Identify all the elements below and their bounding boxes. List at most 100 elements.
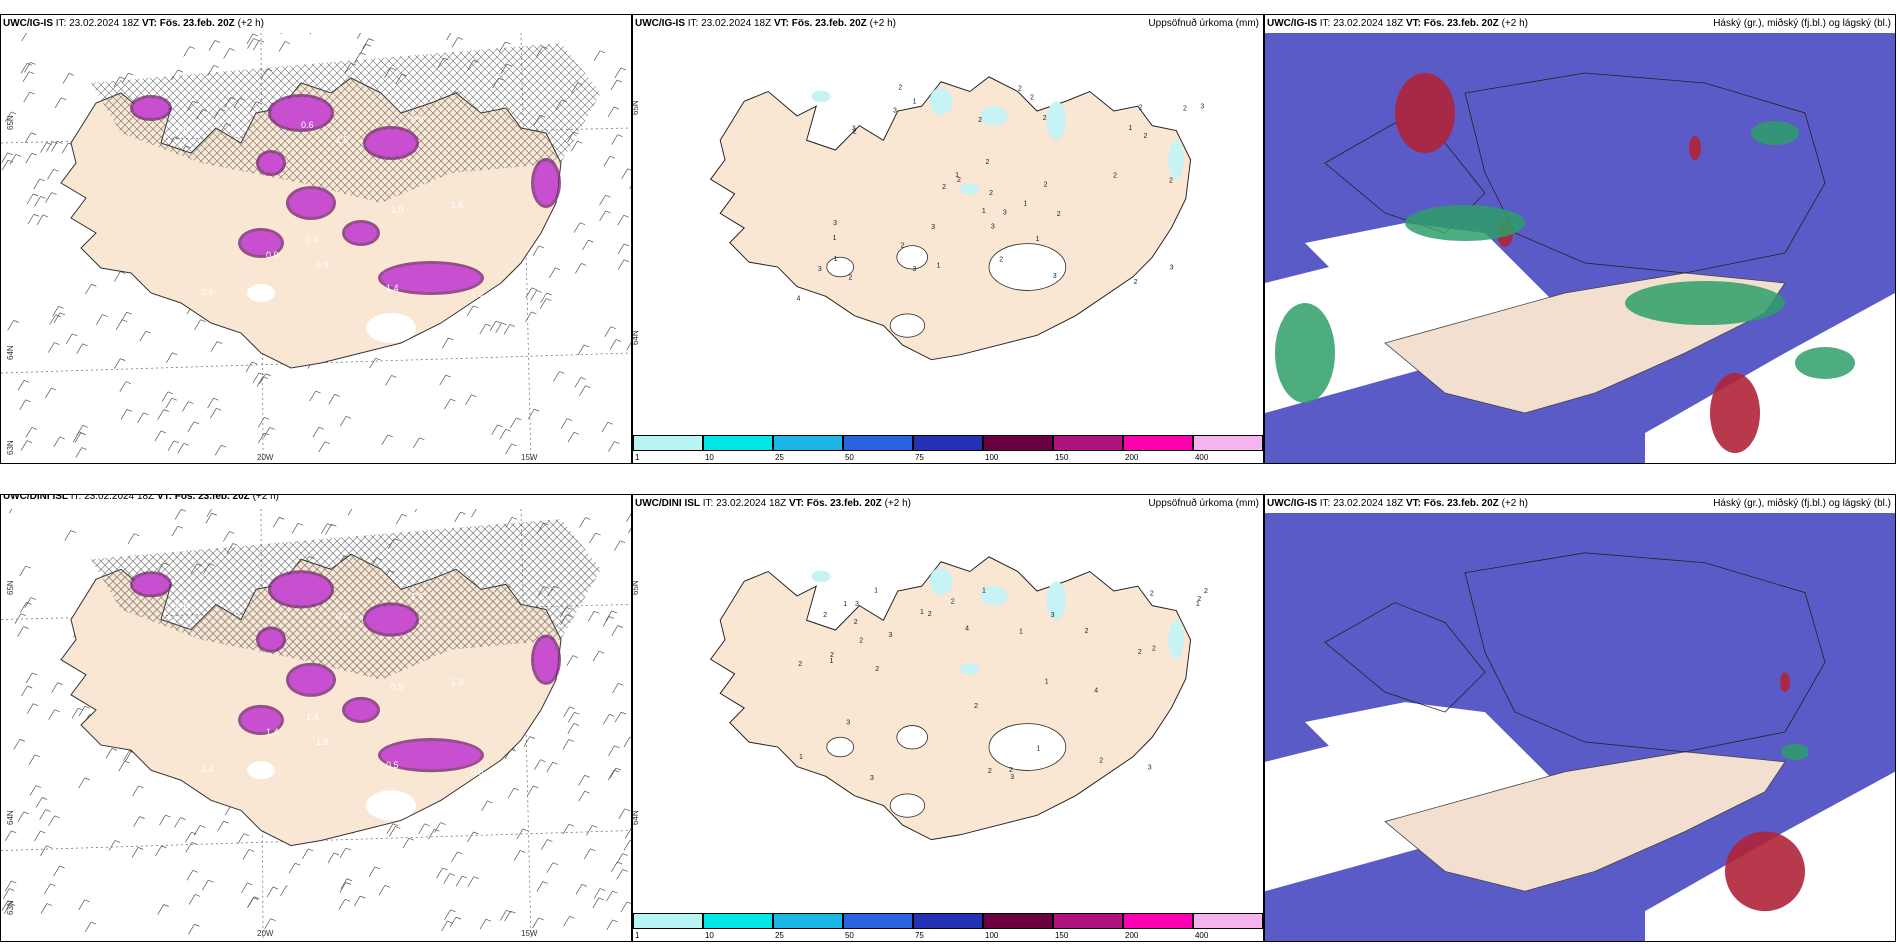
wind-barb bbox=[609, 767, 622, 779]
precip-value: 4 bbox=[797, 296, 801, 303]
mid-cloud-area bbox=[1275, 303, 1335, 403]
wind-barb bbox=[616, 853, 628, 864]
wind-barb bbox=[157, 904, 169, 915]
wind-barb bbox=[1, 900, 13, 911]
panel-header: UWC/DINI ISL IT: 23.02.2024 18Z VT: Fös.… bbox=[635, 498, 911, 509]
wind-barb bbox=[242, 849, 255, 860]
precip-panel-top: UWC/IG-IS IT: 23.02.2024 18Z VT: Fös. 23… bbox=[632, 14, 1264, 464]
wind-barb bbox=[201, 879, 214, 891]
wind-barb bbox=[183, 46, 195, 57]
colorbar: 1 10 25 50 75 100 150 200 400 bbox=[633, 435, 1263, 463]
wind-barb bbox=[386, 823, 399, 834]
colorbar-tick-label: 1 bbox=[635, 931, 640, 940]
wind-barb bbox=[165, 397, 177, 409]
wind-barb bbox=[33, 178, 45, 190]
snow-area bbox=[271, 97, 331, 129]
wind-barb bbox=[258, 417, 270, 428]
wind-barb bbox=[503, 324, 516, 335]
precip-value: 1 bbox=[830, 658, 834, 665]
precip-value: 2 bbox=[1113, 173, 1117, 180]
snow-area bbox=[259, 629, 283, 650]
snow-value: 0.6 bbox=[336, 611, 349, 621]
colorbar-tick-label: 150 bbox=[1054, 931, 1069, 940]
wind-barb bbox=[25, 152, 37, 164]
wind-barb bbox=[451, 851, 463, 863]
mid-cloud-area bbox=[1625, 281, 1785, 325]
precip-value: 3 bbox=[855, 601, 859, 608]
wind-barb bbox=[582, 239, 594, 251]
snow-value: 0.9 bbox=[411, 115, 424, 125]
snow-value: 1.5 bbox=[336, 135, 349, 145]
wind-barb bbox=[339, 847, 351, 859]
precip-area-light bbox=[960, 663, 980, 675]
colorbar-cell bbox=[912, 435, 983, 451]
wind-barb bbox=[27, 213, 39, 225]
wind-barb bbox=[562, 739, 575, 750]
wind-barb bbox=[48, 342, 60, 353]
wind-barb bbox=[611, 134, 623, 145]
wind-barb bbox=[21, 685, 33, 697]
precip-value: 3 bbox=[931, 224, 935, 231]
colorbar-cell bbox=[702, 913, 773, 929]
wind-barb bbox=[593, 888, 606, 899]
wind-barb bbox=[65, 333, 78, 344]
lat-label: 63N bbox=[6, 440, 15, 455]
glacier bbox=[889, 313, 926, 338]
wind-barb bbox=[84, 921, 97, 933]
wind-barb bbox=[592, 650, 605, 662]
wind-barb bbox=[53, 865, 65, 877]
wind-barb bbox=[467, 831, 479, 843]
precip-area-light bbox=[960, 183, 980, 195]
wind-barb bbox=[530, 290, 542, 301]
wind-barb bbox=[362, 38, 374, 49]
wind-barb bbox=[592, 897, 604, 909]
panel-title: Háský (gr.), miðský (fj.bl.) og lágský (… bbox=[1713, 18, 1891, 29]
wind-barb bbox=[20, 63, 33, 74]
wind-barb bbox=[479, 918, 492, 930]
wind-barb bbox=[603, 713, 615, 725]
colorbar-tick-label: 100 bbox=[985, 931, 999, 940]
mid-cloud-area bbox=[1781, 743, 1809, 760]
wind-barb bbox=[174, 509, 187, 520]
no-data-area bbox=[247, 761, 275, 780]
precip-value: 1 bbox=[920, 609, 924, 616]
wind-barb bbox=[137, 412, 149, 423]
wind-barb bbox=[418, 823, 430, 835]
wind-barb bbox=[24, 132, 37, 143]
wind-barb bbox=[359, 43, 371, 55]
wind-barb bbox=[22, 71, 35, 82]
precip-value: 2 bbox=[1085, 628, 1089, 635]
wind-barb bbox=[76, 424, 88, 436]
precip-value: 4 bbox=[965, 626, 969, 633]
wind-barb bbox=[601, 421, 613, 433]
precip-value: 2 bbox=[978, 117, 982, 124]
wind-barb bbox=[174, 817, 186, 828]
low-cloud-area bbox=[1710, 373, 1760, 453]
colorbar-tick-label: 150 bbox=[1054, 453, 1069, 462]
wind-barb bbox=[328, 394, 340, 405]
colorbar-cell bbox=[633, 913, 703, 929]
wind-barb bbox=[78, 705, 90, 717]
wind-barb bbox=[154, 430, 167, 442]
wind-barb bbox=[579, 517, 591, 528]
colorbar-tick-label: 50 bbox=[844, 453, 854, 462]
glacier bbox=[988, 243, 1067, 291]
lat-label: 65N bbox=[632, 100, 640, 115]
precip-value: 3 bbox=[1148, 764, 1152, 771]
wind-barb bbox=[339, 882, 351, 893]
glacier bbox=[896, 725, 928, 750]
snow-value: 0.6 bbox=[301, 120, 314, 130]
glacier bbox=[988, 723, 1067, 771]
precip-value: 2 bbox=[1197, 596, 1201, 603]
wind-barb bbox=[114, 271, 126, 282]
precip-value: 3 bbox=[818, 266, 822, 273]
precip-value: 1 bbox=[982, 588, 986, 595]
wind-barb bbox=[2, 888, 15, 899]
precip-area-light bbox=[929, 87, 953, 115]
wind-barb bbox=[1, 159, 14, 171]
precip-area-light bbox=[1046, 581, 1066, 621]
wind-barb bbox=[194, 319, 206, 330]
wind-barb bbox=[252, 372, 265, 384]
snow-area bbox=[366, 129, 416, 157]
